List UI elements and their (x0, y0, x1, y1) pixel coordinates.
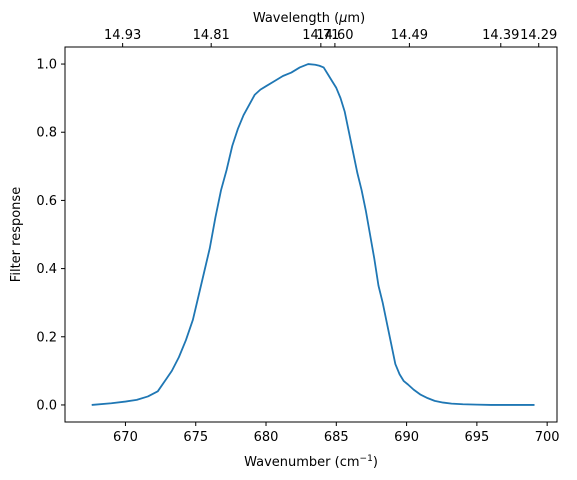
x-tick-label: 695 (464, 430, 489, 445)
chart-marks (91, 63, 535, 406)
y-tick-label: 0.8 (36, 126, 57, 141)
plot-frame (64, 46, 558, 423)
y-axis-label: Filter response (9, 187, 24, 282)
top-tick-label: 14.60 (316, 28, 353, 43)
y-tick-label: 0.0 (36, 398, 57, 413)
x-tick-label: 685 (324, 430, 349, 445)
top-tick-label: 14.71 (302, 28, 339, 43)
top-tick-label: 14.39 (482, 28, 519, 43)
top-tick-label: 14.81 (193, 28, 230, 43)
top-axis-label: Wavelength (μm) (253, 11, 365, 26)
y-tick-label: 0.2 (36, 330, 57, 345)
x-tick-label: 670 (113, 430, 138, 445)
y-tick-label: 1.0 (36, 58, 57, 73)
x-tick-label: 680 (254, 430, 279, 445)
top-tick-label: 14.29 (520, 28, 557, 43)
series-line (91, 63, 535, 406)
top-tick-label: 14.49 (391, 28, 428, 43)
x-tick-label: 675 (183, 430, 208, 445)
x-tick-label: 700 (535, 430, 560, 445)
y-tick-label: 0.4 (36, 262, 57, 277)
x-tick-label: 690 (394, 430, 419, 445)
top-tick-label: 14.93 (104, 28, 141, 43)
chart-axes: 670 675 680 685 690 695 700 0.0 0.2 0.4 0.6 0.8 1.0 1… (36, 28, 559, 445)
y-tick-label: 0.6 (36, 194, 57, 209)
x-axis-label: Wavenumber (cm−1) (244, 454, 378, 470)
